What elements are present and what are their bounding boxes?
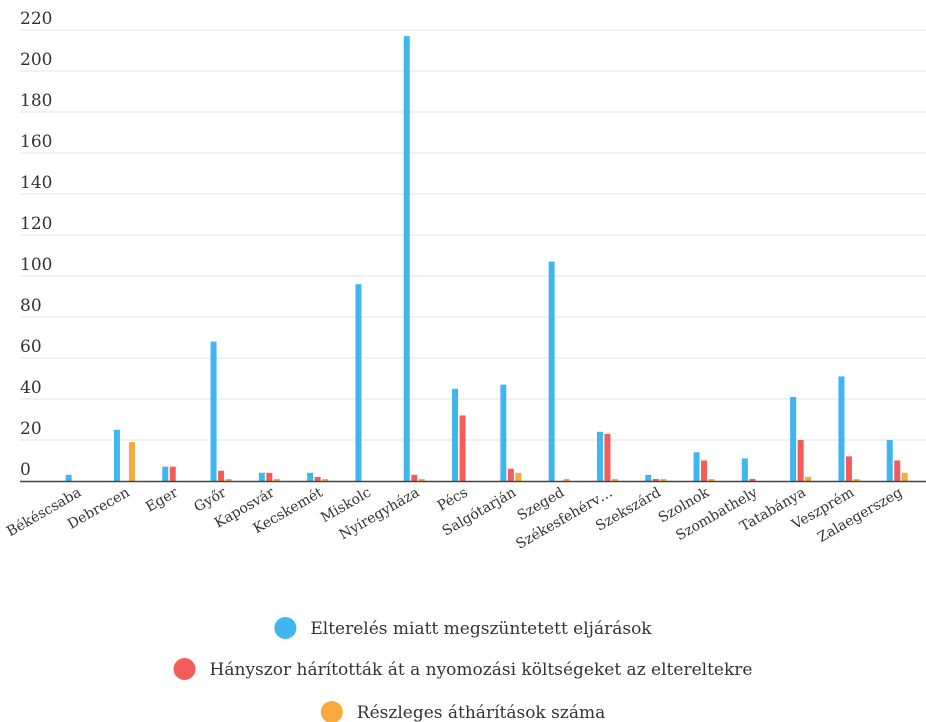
- y-axis-ticks: 0 20 40 60 80 100 120 140 160 180 200 220: [20, 9, 52, 480]
- bar-reszleges-atharitas: [273, 478, 280, 481]
- bar-koltseg-atharitas: [169, 466, 176, 481]
- bar-koltseg-atharitas: [894, 460, 901, 481]
- bar-reszleges-atharitas: [611, 478, 618, 481]
- bar-eljarasok: [307, 472, 314, 481]
- gridlines: [20, 29, 926, 441]
- bar-eljarasok: [693, 452, 700, 481]
- bar-eljarasok: [162, 466, 169, 481]
- bar-eljarasok: [452, 388, 459, 481]
- legend-swatch: [173, 658, 196, 680]
- y-tick-label: 220: [20, 9, 52, 29]
- bar-eljarasok: [741, 458, 748, 481]
- bar-koltseg-atharitas: [604, 433, 611, 481]
- bar-eljarasok: [355, 284, 362, 481]
- bar-eljarasok: [210, 341, 217, 481]
- legend-swatch: [320, 701, 343, 722]
- bar-eljarasok: [113, 429, 120, 481]
- bar-koltseg-atharitas: [845, 456, 852, 481]
- x-category-label: Eger: [143, 484, 181, 515]
- y-tick-label: 0: [20, 460, 31, 480]
- y-tick-label: 200: [20, 50, 52, 70]
- y-tick-label: 120: [20, 214, 52, 234]
- legend: Elterelés miatt megszüntetett eljárások H…: [173, 617, 753, 722]
- bar-reszleges-atharitas: [708, 478, 715, 481]
- bar-reszleges-atharitas: [660, 478, 667, 481]
- y-tick-label: 140: [20, 173, 52, 193]
- bar-koltseg-atharitas: [459, 415, 466, 481]
- bar-eljarasok: [645, 474, 652, 481]
- bar-koltseg-atharitas: [797, 440, 804, 481]
- bar-eljarasok: [258, 472, 265, 481]
- bar-koltseg-atharitas: [749, 478, 756, 481]
- bar-reszleges-atharitas: [853, 478, 860, 481]
- y-tick-label: 80: [20, 296, 42, 316]
- bar-eljarasok: [548, 261, 555, 481]
- bar-eljarasok: [596, 431, 603, 481]
- x-category-label: Zalaegerszeg: [815, 485, 905, 546]
- y-tick-label: 40: [20, 378, 42, 398]
- legend-swatch: [274, 617, 297, 639]
- bar-reszleges-atharitas: [901, 472, 908, 481]
- bar-koltseg-atharitas: [652, 478, 659, 481]
- y-tick-label: 160: [20, 132, 52, 152]
- bar-reszleges-atharitas: [128, 442, 135, 481]
- bar-eljarasok: [838, 376, 845, 481]
- bar-eljarasok: [500, 384, 507, 481]
- y-tick-label: 100: [20, 255, 52, 275]
- bar-eljarasok: [790, 396, 797, 481]
- bar-reszleges-atharitas: [225, 478, 232, 481]
- bar-reszleges-atharitas: [322, 478, 329, 481]
- bars: [65, 36, 908, 482]
- bar-koltseg-atharitas: [701, 460, 708, 481]
- bar-reszleges-atharitas: [563, 478, 570, 481]
- bar-koltseg-atharitas: [314, 476, 321, 481]
- legend-label: Részleges áthárítások száma: [357, 703, 605, 722]
- bar-reszleges-atharitas: [805, 476, 812, 481]
- legend-label: Hányszor hárították át a nyomozási költs…: [210, 660, 753, 680]
- bar-eljarasok: [886, 440, 893, 481]
- bar-koltseg-atharitas: [411, 474, 418, 481]
- bar-koltseg-atharitas: [218, 470, 225, 481]
- bar-koltseg-atharitas: [266, 472, 273, 481]
- bar-reszleges-atharitas: [515, 472, 522, 481]
- bar-eljarasok: [65, 474, 72, 481]
- y-tick-label: 60: [20, 337, 42, 357]
- bar-eljarasok: [403, 36, 410, 482]
- legend-label: Elterelés miatt megszüntetett eljárások: [310, 619, 652, 639]
- bar-koltseg-atharitas: [507, 468, 514, 481]
- bar-reszleges-atharitas: [418, 478, 425, 481]
- y-tick-label: 180: [20, 91, 52, 111]
- y-tick-label: 20: [20, 419, 42, 439]
